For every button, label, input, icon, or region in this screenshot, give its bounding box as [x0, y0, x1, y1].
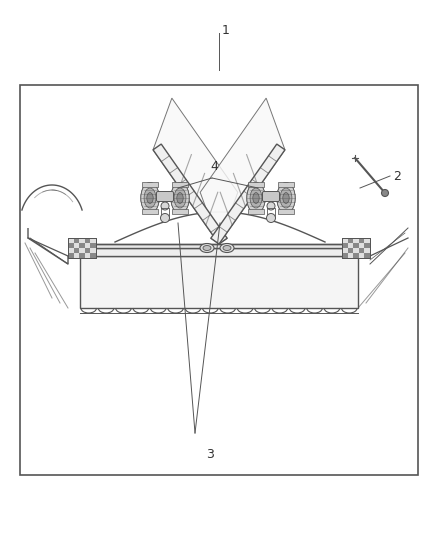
- Circle shape: [266, 214, 276, 222]
- Ellipse shape: [250, 188, 262, 208]
- Bar: [142, 182, 158, 187]
- Ellipse shape: [147, 192, 153, 204]
- Bar: [172, 182, 188, 187]
- Ellipse shape: [220, 244, 234, 253]
- Bar: [20, 85, 418, 475]
- Polygon shape: [200, 98, 285, 244]
- Ellipse shape: [247, 183, 265, 213]
- Text: 4: 4: [210, 160, 218, 173]
- Bar: [353, 243, 359, 248]
- Text: 1: 1: [222, 23, 230, 36]
- Bar: [342, 238, 370, 258]
- Polygon shape: [153, 144, 227, 244]
- Ellipse shape: [174, 188, 186, 208]
- Bar: [68, 238, 96, 258]
- Ellipse shape: [200, 244, 214, 253]
- Ellipse shape: [277, 183, 295, 213]
- Bar: [68, 238, 96, 258]
- Ellipse shape: [144, 188, 156, 208]
- Bar: [342, 238, 370, 258]
- Bar: [359, 238, 364, 243]
- Bar: [90, 243, 96, 248]
- Bar: [80, 256, 358, 308]
- Bar: [74, 248, 79, 253]
- Bar: [342, 253, 348, 258]
- Bar: [248, 182, 264, 187]
- Circle shape: [267, 202, 275, 210]
- Bar: [353, 253, 359, 258]
- Bar: [359, 248, 364, 253]
- Text: 2: 2: [393, 169, 401, 182]
- Bar: [278, 209, 294, 214]
- Circle shape: [160, 214, 170, 222]
- Ellipse shape: [247, 183, 265, 213]
- Ellipse shape: [280, 188, 292, 208]
- Bar: [142, 209, 158, 214]
- Ellipse shape: [141, 183, 159, 213]
- Bar: [278, 182, 294, 187]
- Polygon shape: [211, 144, 285, 244]
- Bar: [79, 253, 85, 258]
- Bar: [172, 209, 188, 214]
- Circle shape: [381, 190, 389, 197]
- Bar: [80, 248, 358, 256]
- Bar: [348, 238, 353, 243]
- Bar: [248, 209, 264, 214]
- Bar: [348, 248, 353, 253]
- Bar: [364, 243, 370, 248]
- FancyBboxPatch shape: [156, 191, 173, 201]
- Bar: [364, 253, 370, 258]
- Ellipse shape: [177, 192, 183, 204]
- Ellipse shape: [141, 183, 159, 213]
- Text: 3: 3: [206, 448, 214, 462]
- Ellipse shape: [283, 192, 289, 204]
- Bar: [85, 238, 90, 243]
- Ellipse shape: [203, 246, 211, 251]
- Bar: [68, 253, 74, 258]
- Bar: [85, 248, 90, 253]
- Bar: [90, 253, 96, 258]
- Bar: [342, 243, 348, 248]
- Ellipse shape: [277, 183, 295, 213]
- FancyBboxPatch shape: [262, 191, 279, 201]
- Circle shape: [161, 202, 169, 210]
- Ellipse shape: [253, 192, 259, 204]
- Ellipse shape: [171, 183, 189, 213]
- Ellipse shape: [223, 246, 231, 251]
- Bar: [68, 243, 74, 248]
- Bar: [80, 244, 358, 248]
- Polygon shape: [153, 98, 238, 244]
- Bar: [79, 243, 85, 248]
- Ellipse shape: [171, 183, 189, 213]
- Bar: [74, 238, 79, 243]
